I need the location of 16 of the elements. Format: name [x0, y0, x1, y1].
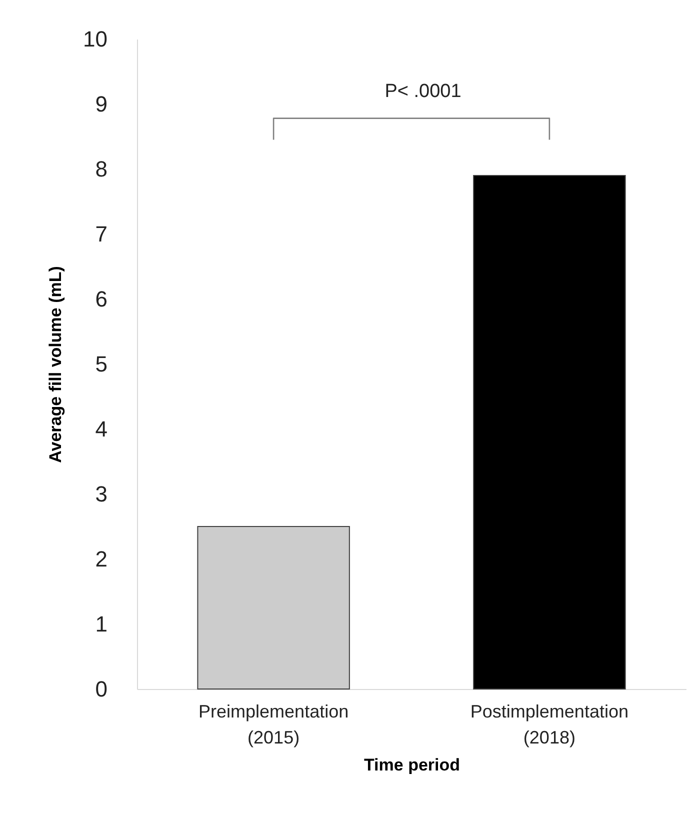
y-tick-label: 10	[83, 26, 108, 52]
x-tick-label: Preimplementation (2015)	[198, 702, 349, 748]
y-tick-label: 0	[95, 676, 108, 702]
y-tick-label: 5	[95, 352, 108, 376]
y-axis-title: Average fill volume (mL)	[46, 266, 66, 463]
x-axis-title: Time period	[364, 756, 460, 774]
y-tick-label: 6	[95, 286, 108, 312]
y-tick-label: 3	[95, 482, 108, 506]
y-tick-label: 1	[95, 612, 108, 636]
y-tick-label: 7	[95, 222, 108, 246]
x-tick-label: Postimplementation (2018)	[470, 702, 628, 748]
y-tick-label: 4	[95, 416, 108, 442]
annotation: P< .0001	[384, 81, 462, 102]
y-tick-label: 2	[95, 546, 108, 572]
y-tick-label: 8	[95, 156, 108, 182]
y-tick-label: 9	[95, 92, 108, 116]
